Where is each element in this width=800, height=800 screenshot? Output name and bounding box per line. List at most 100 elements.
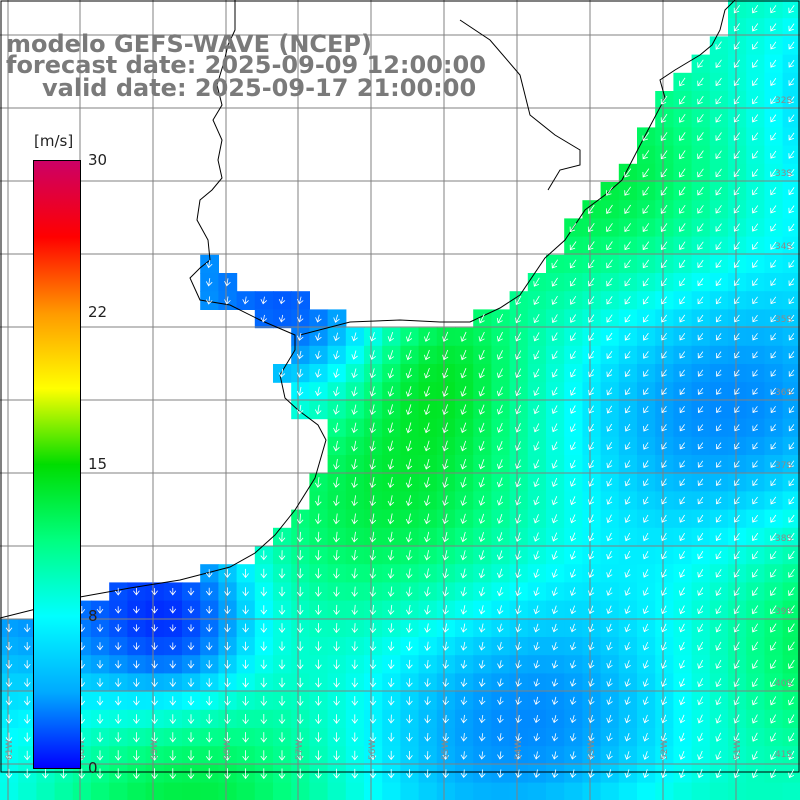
wind-cell	[673, 582, 693, 602]
wind-cell	[764, 109, 784, 128]
wind-arrow	[169, 750, 177, 761]
wind-cell	[709, 36, 729, 56]
wind-arrow	[569, 222, 577, 233]
wind-cell	[728, 163, 747, 183]
wind-arrow	[733, 205, 741, 214]
coastline	[0, 0, 736, 619]
wind-arrow	[533, 423, 540, 433]
wind-arrow	[570, 350, 576, 360]
wind-cell	[400, 655, 420, 674]
wind-cell	[327, 436, 347, 456]
wind-arrow	[588, 569, 595, 578]
wind-arrow	[460, 513, 467, 525]
wind-arrow	[642, 569, 649, 578]
wind-arrow	[533, 715, 541, 724]
wind-arrow	[643, 332, 649, 341]
wind-cell	[582, 582, 602, 602]
wind-arrow	[315, 750, 322, 761]
wind-cell	[673, 509, 693, 529]
wind-cell	[600, 491, 620, 511]
wind-arrow	[624, 532, 631, 542]
wind-arrow	[751, 623, 759, 633]
wind-arrow	[697, 351, 704, 359]
wind-cell	[527, 673, 547, 693]
wind-cell	[382, 655, 401, 674]
wind-arrow	[569, 642, 577, 651]
wind-arrow	[551, 423, 558, 433]
wind-arrow	[752, 496, 758, 505]
wind-arrow	[351, 732, 359, 743]
wind-cell	[546, 273, 565, 292]
wind-cell	[600, 327, 620, 347]
wind-arrow	[752, 460, 758, 468]
wind-cell	[618, 254, 638, 274]
wind-cell	[400, 746, 420, 765]
wind-cell	[618, 345, 638, 365]
wind-arrow	[442, 714, 450, 724]
wind-arrow	[606, 569, 613, 578]
wind-arrow	[351, 604, 358, 615]
wind-arrow	[296, 641, 304, 652]
wind-arrow	[697, 496, 704, 505]
wind-arrow	[733, 769, 740, 779]
wind-arrow	[242, 677, 249, 688]
wind-arrow	[5, 660, 13, 669]
wind-cell	[673, 273, 693, 292]
wind-arrow	[133, 588, 140, 596]
wind-arrow	[734, 351, 740, 359]
wind-arrow	[387, 696, 395, 706]
wind-cell	[691, 691, 711, 711]
lat-label: 41S	[775, 750, 792, 760]
wind-cell	[418, 728, 438, 747]
wind-arrow	[314, 477, 322, 488]
wind-arrow	[733, 696, 740, 706]
wind-arrow	[515, 513, 522, 524]
wind-arrow	[533, 568, 540, 579]
wind-cell	[655, 455, 674, 474]
wind-arrow	[606, 623, 613, 633]
wind-cell	[746, 200, 765, 219]
wind-arrow	[296, 586, 304, 597]
wind-cell	[200, 582, 219, 602]
wind-cell	[582, 345, 602, 365]
wind-cell	[691, 582, 711, 602]
wind-arrow	[752, 387, 758, 395]
wind-arrow	[715, 550, 722, 560]
wind-cell	[764, 709, 784, 729]
wind-cell	[564, 345, 583, 365]
wind-cell	[127, 691, 147, 711]
wind-cell	[673, 527, 693, 547]
wind-cell	[600, 218, 620, 238]
wind-arrow	[751, 714, 758, 724]
wind-arrow	[643, 369, 649, 377]
wind-arrow	[351, 677, 359, 688]
wind-arrow	[570, 332, 576, 342]
wind-cell	[254, 546, 274, 565]
wind-arrow	[533, 495, 540, 506]
wind-arrow	[515, 532, 522, 542]
wind-cell	[327, 509, 347, 529]
wind-cell	[527, 273, 547, 292]
wind-cell	[655, 618, 674, 638]
wind-cell	[400, 455, 420, 474]
wind-cell	[345, 345, 365, 365]
wind-cell	[546, 527, 565, 547]
wind-cell	[600, 709, 620, 729]
wind-cell	[728, 0, 747, 19]
wind-cell	[728, 309, 747, 329]
wind-arrow	[187, 768, 195, 780]
wind-arrow	[515, 495, 522, 506]
wind-cell	[728, 673, 747, 693]
wind-arrow	[278, 695, 286, 706]
wind-arrow	[697, 314, 704, 323]
wind-cell	[400, 764, 420, 784]
wind-arrow	[333, 677, 340, 688]
wind-arrow	[733, 259, 740, 268]
wind-cell	[728, 36, 747, 56]
wind-cell	[764, 345, 784, 365]
wind-cell	[655, 709, 674, 729]
wind-cell	[637, 746, 656, 765]
wind-arrow	[788, 405, 795, 414]
wind-cell	[709, 655, 729, 674]
wind-arrow	[733, 132, 741, 141]
